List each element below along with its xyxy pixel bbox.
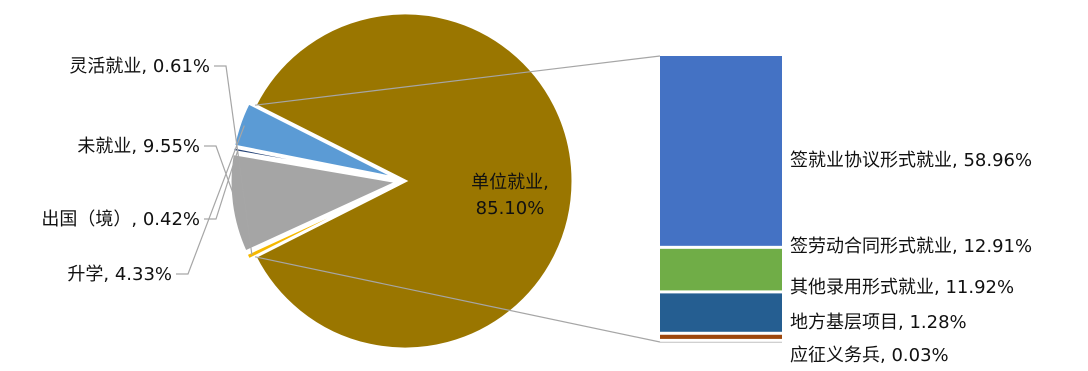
bar-segment-3 [660, 293, 782, 331]
bar-segment-label-1: 签就业协议形式就业, 58.96% [790, 150, 1032, 171]
bar-segment-label-3: 其他录用形式就业, 11.92% [790, 277, 1014, 298]
bar-segment-1 [660, 56, 782, 246]
bar-segment-label-4: 地方基层项目, 1.28% [790, 312, 967, 333]
pie-slice-label-3: 未就业, 9.55% [77, 136, 200, 157]
bar-segment-2 [660, 249, 782, 291]
bar-segment-label-2: 签劳动合同形式就业, 12.91% [790, 236, 1032, 257]
pie-slice-label-5: 升学, 4.33% [67, 264, 172, 285]
bar-segment-4 [660, 335, 782, 339]
pie-slice-label-4: 出国（境）, 0.42% [41, 209, 200, 230]
pie-slice-label-2: 灵活就业, 0.61% [69, 56, 210, 77]
bar-segment-label-5: 应征义务兵, 0.03% [790, 345, 949, 366]
